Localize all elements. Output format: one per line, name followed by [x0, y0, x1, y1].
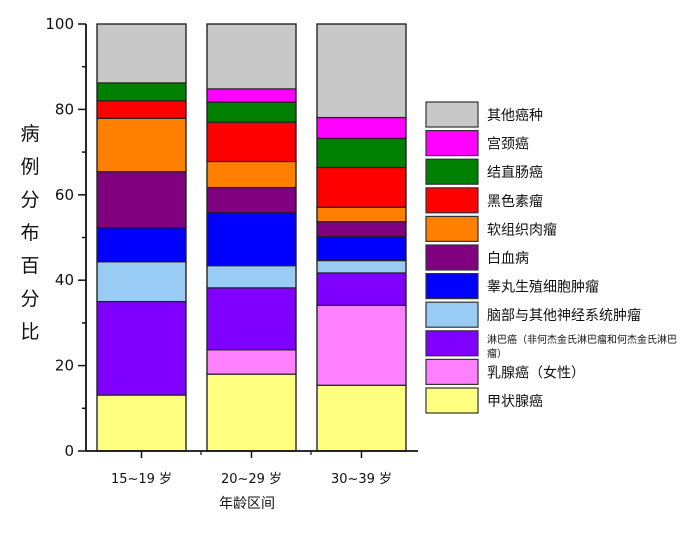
x-tick-label: 30~39 岁: [331, 472, 392, 487]
legend-swatch: [425, 273, 479, 300]
legend-swatch: [425, 301, 479, 328]
x-tick-label: 15~19 岁: [111, 472, 172, 487]
bar-segment: [316, 384, 407, 452]
y-label-char: 百: [20, 255, 39, 277]
y-label-char: 布: [20, 222, 39, 244]
legend-label: 甲状腺癌: [487, 394, 543, 410]
bar-segment: [206, 101, 297, 123]
bar-segment: [96, 117, 187, 173]
legend-swatch: [425, 358, 479, 385]
bar-segment: [96, 394, 187, 452]
bar-segment: [316, 272, 407, 306]
y-tick-label: 20: [55, 357, 74, 375]
bars-group: [96, 23, 407, 452]
y-label-char: 分: [20, 288, 39, 310]
legend-swatch: [425, 387, 479, 414]
bar-segment: [206, 121, 297, 163]
bar-segment: [96, 300, 187, 396]
bar-segment: [316, 304, 407, 386]
legend-label: 淋巴癌（非何杰金氏淋巴瘤和何杰金氏淋巴: [487, 333, 677, 346]
y-tick-label: 80: [55, 100, 74, 118]
bar-segment: [206, 212, 297, 267]
bar-segment: [316, 166, 407, 208]
bar-segment: [96, 100, 187, 119]
bar-segment: [316, 206, 407, 223]
axes-group: 15~19 岁 20~29 岁 30~39 岁 0 20 40 60 80 100: [45, 15, 418, 487]
bar-segment: [316, 116, 407, 140]
bar-segment: [316, 221, 407, 238]
legend-label-cont: 瘤）: [487, 347, 507, 360]
bar-segment: [316, 23, 407, 119]
bar-segment: [96, 23, 187, 84]
x-tick-label: 20~29 岁: [221, 472, 282, 487]
bar-segment: [96, 82, 187, 102]
legend-label: 睾丸生殖细胞肿瘤: [487, 279, 599, 296]
legend-label: 其他癌种: [487, 108, 543, 124]
bar-segment: [206, 186, 297, 214]
bar-segment: [206, 23, 297, 90]
y-label-char: 分: [20, 189, 39, 211]
y-label-char: 例: [20, 156, 39, 178]
legend-label: 软组织肉瘤: [487, 221, 557, 238]
legend-swatch: [425, 158, 479, 185]
bar-segment: [96, 171, 187, 229]
legend-label: 宫颈癌: [487, 137, 529, 153]
legend-label: 白血病: [487, 251, 529, 267]
bar-segment: [206, 349, 297, 375]
legend-swatch: [425, 187, 479, 214]
y-tick-label: 60: [55, 186, 74, 204]
bar-segment: [206, 287, 297, 351]
bar-segment: [96, 227, 187, 263]
y-tick-label: 40: [55, 271, 74, 289]
legend-label: 结直肠癌: [487, 164, 543, 181]
bar-segment: [316, 137, 407, 169]
legend: 其他癌种宫颈癌结直肠癌黑色素瘤软组织肉瘤白血病睾丸生殖细胞肿瘤脑部与其他神经系统…: [425, 101, 677, 414]
bar-segment: [206, 373, 297, 452]
bar-segment: [206, 88, 297, 103]
bar-segment: [206, 160, 297, 189]
bar-segment: [316, 259, 407, 274]
y-tick-label: 100: [45, 15, 74, 33]
y-label-char: 比: [20, 321, 39, 343]
y-tick-label: 0: [64, 442, 74, 460]
bar-segment: [316, 236, 407, 262]
bar-segment: [206, 265, 297, 289]
legend-swatch: [425, 130, 479, 157]
legend-label: 黑色素瘤: [487, 193, 543, 210]
legend-label: 脑部与其他神经系统肿瘤: [487, 307, 641, 324]
legend-swatch: [425, 330, 479, 357]
legend-swatch: [425, 101, 479, 128]
y-label-char: 病: [20, 123, 39, 145]
legend-swatch: [425, 244, 479, 271]
legend-swatch: [425, 215, 479, 242]
x-axis-label: 年龄区间: [219, 496, 275, 512]
bar-segment: [96, 261, 187, 303]
legend-label: 乳腺癌（女性）: [487, 364, 585, 381]
